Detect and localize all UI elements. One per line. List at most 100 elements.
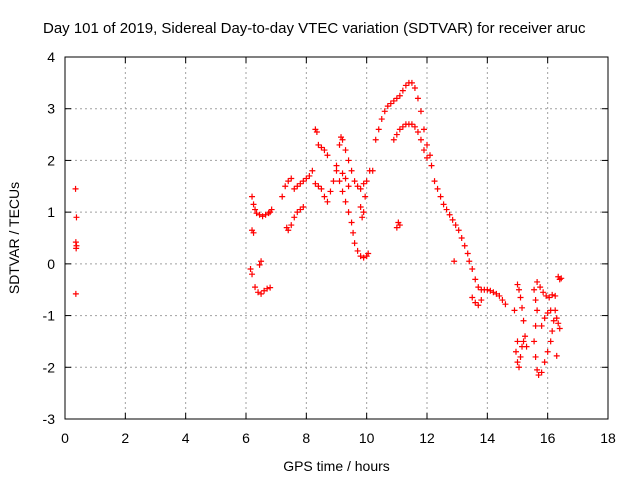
y-tick-labels: -3 -2 -1 0 1 2 3 4: [43, 49, 56, 427]
data-point: [256, 261, 263, 268]
y-tick-label: -2: [43, 359, 56, 375]
data-point: [268, 206, 275, 213]
y-tick-label: 2: [47, 152, 55, 168]
data-point: [496, 292, 503, 299]
data-point: [336, 178, 343, 185]
data-point: [553, 352, 560, 359]
y-axis-label: SDTVAR / TECUs: [6, 182, 22, 294]
data-point: [297, 180, 304, 187]
data-point: [253, 210, 260, 217]
data-point: [469, 266, 476, 273]
series-track-a: [249, 193, 275, 220]
data-point: [461, 242, 468, 249]
data-point: [522, 333, 529, 340]
data-point: [534, 366, 541, 373]
data-point: [262, 211, 269, 218]
data-point: [393, 224, 400, 231]
data-point: [414, 128, 421, 135]
x-tick-label: 12: [419, 430, 435, 446]
x-tick-labels: 0 2 4 6 8 10 12 14 16 18: [61, 430, 616, 446]
data-point: [396, 222, 403, 229]
data-point: [318, 144, 325, 151]
x-tick-label: 8: [302, 430, 310, 446]
data-point: [339, 170, 346, 177]
data-point: [466, 258, 473, 265]
data-point: [531, 338, 538, 345]
data-point: [451, 258, 458, 265]
series-track-d: [369, 79, 434, 174]
data-point: [342, 147, 349, 154]
data-point: [357, 185, 364, 192]
data-point: [378, 116, 385, 123]
data-point: [424, 154, 430, 161]
data-point: [390, 136, 397, 143]
data-point: [381, 108, 388, 115]
data-point: [72, 185, 79, 192]
x-tick-label: 0: [61, 430, 69, 446]
x-tick-label: 16: [540, 430, 556, 446]
data-point: [247, 266, 254, 273]
data-point: [313, 128, 320, 135]
data-point: [408, 79, 415, 86]
chart-title: Day 101 of 2019, Sidereal Day-to-day VTE…: [43, 20, 586, 37]
y-tick-label: 0: [47, 256, 55, 272]
data-point: [288, 222, 295, 229]
data-point: [318, 185, 325, 192]
x-tick-label: 14: [480, 430, 496, 446]
data-point: [402, 82, 409, 89]
data-point: [455, 227, 462, 234]
series-track-b: [279, 167, 316, 234]
x-tick-label: 6: [242, 430, 250, 446]
data-point: [285, 227, 292, 234]
data-point: [250, 229, 257, 236]
data-point: [520, 338, 527, 345]
data-point: [417, 108, 424, 115]
data-point: [360, 254, 367, 261]
data-point: [390, 97, 397, 104]
data-point: [359, 214, 366, 221]
data-point: [556, 325, 563, 332]
data-point: [342, 198, 349, 205]
data-point: [499, 297, 506, 304]
data-point: [375, 126, 382, 133]
series-isolated-early: [72, 185, 80, 297]
x-tick-label: 10: [359, 430, 375, 446]
data-point: [555, 320, 562, 327]
data-point: [547, 307, 554, 314]
y-tick-label: -3: [43, 411, 56, 427]
data-point: [393, 95, 400, 102]
data-point: [345, 183, 352, 190]
data-point: [519, 343, 526, 350]
grid-layer: [65, 57, 608, 419]
data-points: [72, 79, 565, 379]
data-point: [333, 162, 340, 169]
data-point: [348, 219, 355, 226]
data-point: [417, 136, 424, 143]
data-point: [354, 183, 361, 190]
data-point: [324, 152, 331, 159]
data-point: [399, 87, 406, 94]
y-tick-label: 1: [47, 204, 55, 220]
data-point: [550, 317, 557, 324]
data-point: [256, 211, 263, 218]
data-point: [538, 322, 545, 329]
y-tick-label: -1: [43, 308, 56, 324]
data-point: [516, 286, 523, 293]
data-point: [534, 278, 541, 285]
data-point: [490, 289, 497, 296]
data-point: [443, 206, 450, 213]
series-track-a-low: [247, 227, 274, 297]
data-point: [532, 353, 539, 360]
data-point: [255, 289, 262, 296]
data-point: [458, 235, 465, 241]
data-point: [306, 172, 313, 179]
data-point: [532, 297, 539, 304]
data-point: [478, 297, 485, 304]
data-point: [258, 290, 265, 297]
data-point: [411, 123, 418, 130]
data-point: [303, 175, 310, 182]
y-tick-label: 3: [47, 101, 55, 117]
data-point: [420, 126, 427, 133]
series-track-e: [428, 162, 509, 309]
data-point: [285, 178, 292, 185]
